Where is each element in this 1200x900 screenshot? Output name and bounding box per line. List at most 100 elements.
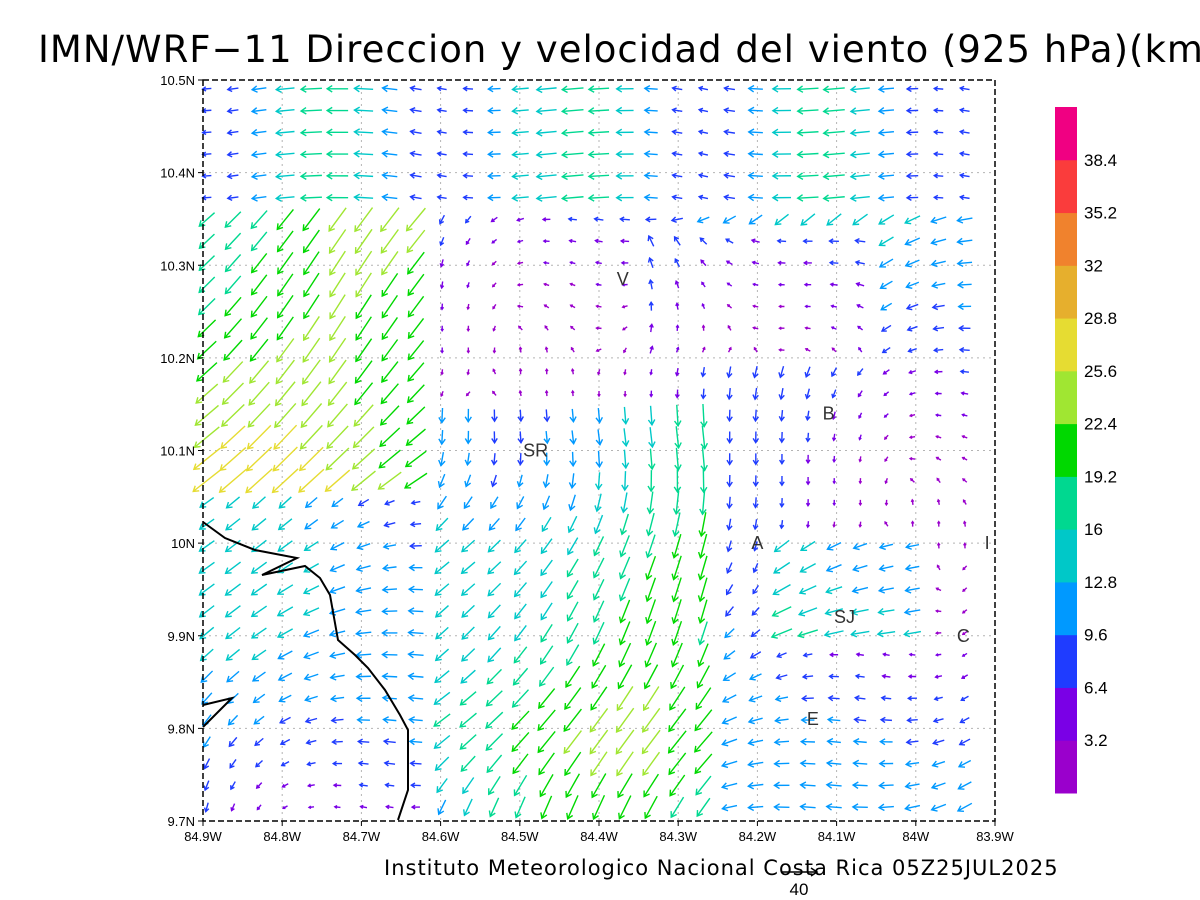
wind-vector bbox=[511, 85, 529, 93]
wind-vector bbox=[355, 651, 372, 659]
wind-vector bbox=[721, 694, 737, 703]
wind-vector bbox=[726, 282, 733, 287]
wind-vector bbox=[226, 172, 239, 180]
wind-vector bbox=[440, 303, 445, 311]
wind-vector bbox=[330, 519, 345, 529]
wind-vector bbox=[325, 128, 349, 137]
wind-vector bbox=[590, 686, 608, 711]
wind-vector bbox=[198, 276, 216, 294]
wind-vector bbox=[615, 707, 635, 733]
wind-vector bbox=[826, 213, 842, 226]
x-tick-label: 84.1W bbox=[818, 829, 856, 844]
wind-vector bbox=[804, 347, 811, 352]
wind-vector bbox=[643, 128, 658, 136]
wind-vector bbox=[438, 452, 446, 467]
y-tick-label: 10N bbox=[171, 536, 195, 551]
wind-vector bbox=[832, 521, 836, 528]
wind-vector bbox=[615, 150, 634, 158]
wind-vector bbox=[280, 761, 290, 767]
wind-vector bbox=[464, 474, 472, 488]
wind-vector bbox=[851, 803, 868, 811]
wind-vector bbox=[303, 272, 320, 298]
wind-vector bbox=[254, 759, 263, 768]
wind-vector bbox=[592, 643, 606, 667]
wind-vector bbox=[328, 229, 347, 254]
wind-vector bbox=[587, 172, 610, 180]
wind-vector bbox=[748, 214, 763, 225]
wind-vector bbox=[273, 424, 298, 450]
wind-vector bbox=[934, 674, 943, 679]
colorbar-label: 38.4 bbox=[1084, 151, 1117, 170]
wind-vector bbox=[905, 129, 919, 136]
wind-vector bbox=[595, 348, 602, 353]
wind-vector bbox=[325, 84, 349, 93]
wind-vector bbox=[856, 368, 864, 377]
wind-vector bbox=[752, 541, 759, 552]
wind-vector bbox=[877, 586, 894, 594]
wind-vector bbox=[858, 521, 863, 528]
wind-vector bbox=[822, 85, 845, 94]
wind-vector bbox=[276, 584, 294, 595]
wind-vector bbox=[541, 516, 552, 533]
wind-vector bbox=[673, 469, 682, 494]
wind-vector bbox=[462, 194, 474, 201]
wind-vector bbox=[380, 383, 399, 405]
wind-vector bbox=[228, 736, 238, 748]
wind-vector bbox=[196, 362, 218, 382]
wind-vector bbox=[195, 383, 219, 404]
wind-vector bbox=[300, 403, 323, 429]
wind-vector bbox=[880, 324, 892, 332]
wind-vector bbox=[720, 760, 738, 769]
wind-vector bbox=[590, 751, 608, 777]
wind-vector bbox=[381, 295, 399, 319]
wind-vector bbox=[878, 781, 894, 790]
wind-vector bbox=[849, 150, 870, 159]
wind-vector bbox=[883, 413, 889, 418]
wind-vector bbox=[222, 361, 244, 383]
wind-vector bbox=[773, 803, 790, 811]
wind-vector bbox=[723, 650, 736, 660]
wind-vector bbox=[700, 388, 707, 400]
wind-vector bbox=[933, 194, 944, 201]
place-label: SJ bbox=[834, 607, 855, 627]
wind-vector bbox=[879, 738, 893, 746]
wind-vector bbox=[726, 304, 733, 309]
wind-vector bbox=[460, 561, 476, 575]
wind-vector bbox=[905, 150, 919, 158]
wind-vector bbox=[699, 468, 708, 494]
wind-vector bbox=[877, 607, 895, 616]
wind-vector bbox=[382, 716, 397, 724]
wind-vector bbox=[700, 425, 709, 450]
colorbar-label: 9.6 bbox=[1084, 626, 1108, 645]
wind-vector bbox=[882, 369, 890, 375]
wind-vector bbox=[725, 606, 734, 617]
wind-vector bbox=[671, 620, 683, 647]
wind-vector bbox=[804, 388, 811, 400]
wind-vector bbox=[252, 496, 266, 509]
wind-vector bbox=[770, 628, 793, 639]
wind-vector bbox=[675, 302, 680, 310]
wind-vector bbox=[381, 317, 399, 341]
wind-vector bbox=[748, 695, 763, 703]
wind-vector bbox=[594, 260, 602, 265]
wind-vector bbox=[747, 150, 763, 158]
wind-vector bbox=[325, 150, 349, 158]
wind-vector bbox=[593, 514, 604, 535]
wind-vector bbox=[723, 150, 736, 157]
wind-vector bbox=[695, 775, 712, 796]
wind-vector bbox=[353, 171, 374, 180]
wind-vector bbox=[747, 803, 764, 812]
wind-vector bbox=[518, 367, 523, 375]
wind-vector bbox=[697, 621, 708, 646]
wind-vector bbox=[620, 260, 629, 266]
wind-vector bbox=[878, 214, 895, 225]
wind-vector bbox=[407, 650, 424, 659]
wind-vector bbox=[879, 716, 892, 724]
wind-vector bbox=[570, 368, 575, 375]
wind-vector bbox=[356, 542, 371, 551]
wind-vector bbox=[330, 716, 344, 724]
wind-vector bbox=[407, 317, 425, 340]
wind-vector bbox=[355, 338, 373, 363]
wind-vector bbox=[618, 578, 631, 602]
wind-vector bbox=[822, 172, 845, 181]
